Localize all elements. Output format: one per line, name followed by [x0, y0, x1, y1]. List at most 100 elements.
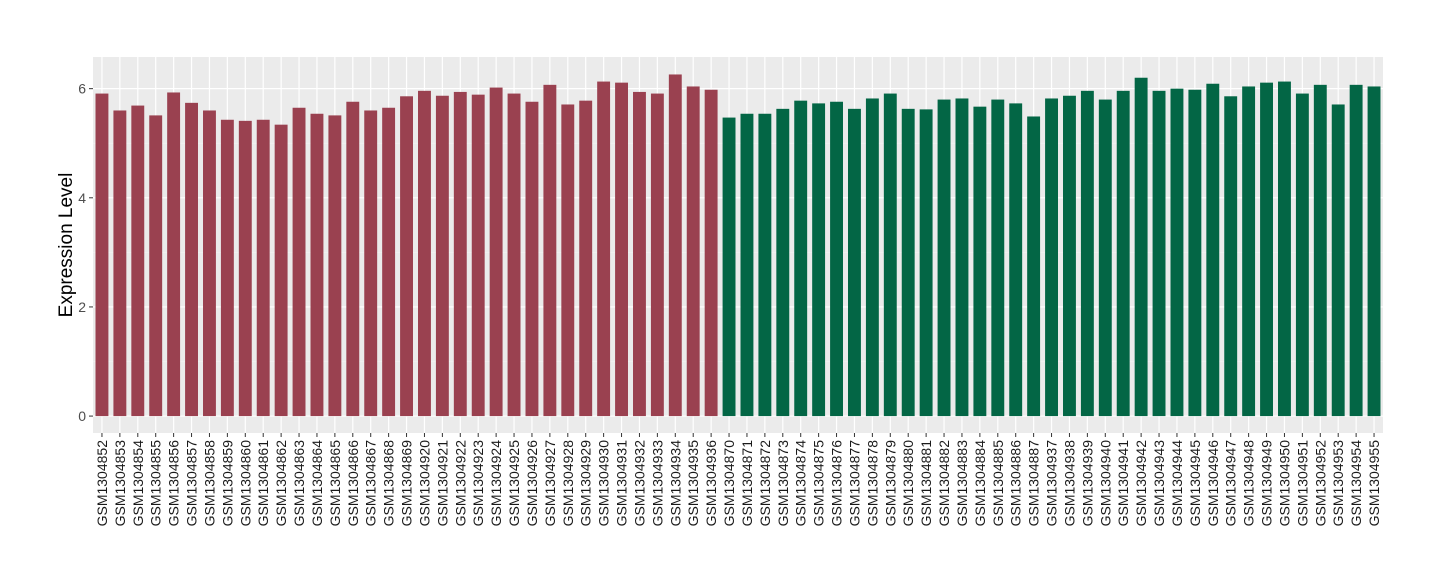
bar-GSM1304868 [382, 107, 396, 417]
y-tick-label: 0 [78, 408, 86, 424]
x-tick-label: GSM1304939 [1079, 440, 1095, 527]
x-tick-label: GSM1304947 [1223, 440, 1239, 527]
x-tick-label: GSM1304861 [255, 440, 271, 527]
bar-GSM1304948 [1242, 86, 1256, 417]
x-tick-label: GSM1304886 [1008, 440, 1024, 527]
x-tick-label: GSM1304852 [94, 440, 110, 527]
bar-GSM1304931 [615, 82, 628, 417]
x-tick-label: GSM1304879 [882, 440, 898, 527]
bar-GSM1304859 [220, 119, 234, 417]
x-tick-label: GSM1304920 [416, 440, 432, 527]
bar-GSM1304887 [1027, 116, 1041, 417]
x-tick-label: GSM1304856 [166, 440, 182, 527]
x-tick-label: GSM1304955 [1366, 440, 1382, 527]
bar-GSM1304933 [650, 93, 664, 417]
x-tick-label: GSM1304924 [488, 440, 504, 527]
bar-GSM1304955 [1367, 86, 1381, 417]
x-tick-label: GSM1304945 [1187, 440, 1203, 527]
bar-GSM1304939 [1080, 90, 1094, 417]
x-tick-label: GSM1304860 [237, 440, 253, 527]
bar-GSM1304873 [776, 108, 790, 417]
bar-GSM1304853 [113, 110, 127, 417]
x-tick-label: GSM1304948 [1241, 440, 1257, 527]
bar-GSM1304935 [686, 86, 700, 417]
bar-GSM1304867 [364, 110, 378, 417]
bar-GSM1304878 [865, 98, 879, 417]
bar-GSM1304884 [973, 106, 987, 417]
bar-GSM1304953 [1331, 104, 1345, 417]
bar-GSM1304863 [292, 107, 306, 417]
bar-GSM1304865 [328, 115, 342, 417]
bar-GSM1304920 [418, 90, 431, 417]
x-tick-label: GSM1304878 [864, 440, 880, 527]
x-tick-label: GSM1304922 [452, 440, 468, 527]
bar-GSM1304942 [1134, 77, 1148, 417]
bar-GSM1304862 [274, 124, 288, 417]
y-tick-label: 6 [78, 81, 86, 97]
bar-GSM1304864 [310, 113, 324, 417]
bar-GSM1304930 [597, 81, 611, 417]
bar-GSM1304879 [883, 93, 897, 417]
x-tick-label: GSM1304921 [434, 440, 450, 527]
x-tick-label: GSM1304859 [219, 440, 235, 527]
bar-GSM1304855 [149, 115, 163, 417]
x-tick-label: GSM1304930 [596, 440, 612, 527]
x-tick-label: GSM1304858 [201, 440, 217, 527]
bar-GSM1304954 [1349, 84, 1363, 417]
bar-GSM1304941 [1116, 90, 1130, 417]
bar-GSM1304926 [525, 101, 539, 417]
x-tick-label: GSM1304857 [184, 440, 200, 527]
x-tick-label: GSM1304875 [811, 440, 827, 527]
x-tick-label: GSM1304931 [614, 440, 630, 527]
x-tick-label: GSM1304882 [936, 440, 952, 527]
bar-GSM1304945 [1188, 89, 1202, 417]
bar-GSM1304938 [1063, 95, 1076, 417]
bar-GSM1304947 [1224, 96, 1238, 417]
x-tick-label: GSM1304935 [685, 440, 701, 527]
x-tick-label: GSM1304862 [273, 440, 289, 527]
bar-GSM1304852 [95, 93, 109, 417]
x-tick-label: GSM1304954 [1348, 440, 1364, 527]
bar-GSM1304860 [238, 120, 252, 417]
x-tick-label: GSM1304940 [1097, 440, 1113, 527]
x-tick-label: GSM1304926 [524, 440, 540, 527]
x-tick-label: GSM1304936 [703, 440, 719, 527]
x-tick-label: GSM1304938 [1061, 440, 1077, 527]
bar-GSM1304871 [740, 113, 754, 417]
x-tick-label: GSM1304877 [846, 440, 862, 527]
x-tick-label: GSM1304937 [1044, 440, 1060, 527]
x-tick-label: GSM1304953 [1330, 440, 1346, 527]
bar-GSM1304876 [830, 101, 843, 417]
x-tick-label: GSM1304884 [972, 440, 988, 527]
x-tick-label: GSM1304869 [399, 440, 415, 527]
bar-GSM1304943 [1152, 90, 1166, 417]
x-tick-label: GSM1304881 [918, 440, 934, 527]
plot-panel [93, 57, 1383, 433]
bar-GSM1304874 [794, 100, 808, 417]
bar-GSM1304866 [346, 101, 360, 417]
x-tick-label: GSM1304883 [954, 440, 970, 527]
bar-GSM1304944 [1170, 88, 1184, 417]
x-tick-label: GSM1304873 [775, 440, 791, 527]
x-tick-label: GSM1304933 [649, 440, 665, 527]
bar-GSM1304858 [203, 110, 216, 417]
x-tick-label: GSM1304932 [631, 440, 647, 527]
bar-GSM1304886 [1009, 103, 1023, 417]
bar-GSM1304861 [256, 119, 270, 417]
x-tick-label: GSM1304934 [667, 440, 683, 527]
bar-GSM1304937 [1045, 98, 1058, 417]
x-tick-label: GSM1304864 [309, 440, 325, 527]
y-axis-label: Expression Level [56, 173, 77, 318]
x-tick-label: GSM1304952 [1312, 440, 1328, 527]
x-axis: GSM1304852 GSM1304853 GSM1304854 GSM1304855… [94, 433, 1382, 526]
bar-GSM1304883 [955, 98, 969, 417]
x-tick-label: GSM1304950 [1276, 440, 1292, 527]
x-tick-label: GSM1304866 [345, 440, 361, 527]
bar-GSM1304946 [1206, 83, 1220, 417]
bar-GSM1304927 [543, 84, 557, 417]
bar-GSM1304880 [901, 108, 915, 417]
y-axis: 0 2 4 6 [78, 81, 93, 424]
bar-GSM1304929 [579, 100, 593, 417]
bar-GSM1304921 [435, 95, 449, 417]
